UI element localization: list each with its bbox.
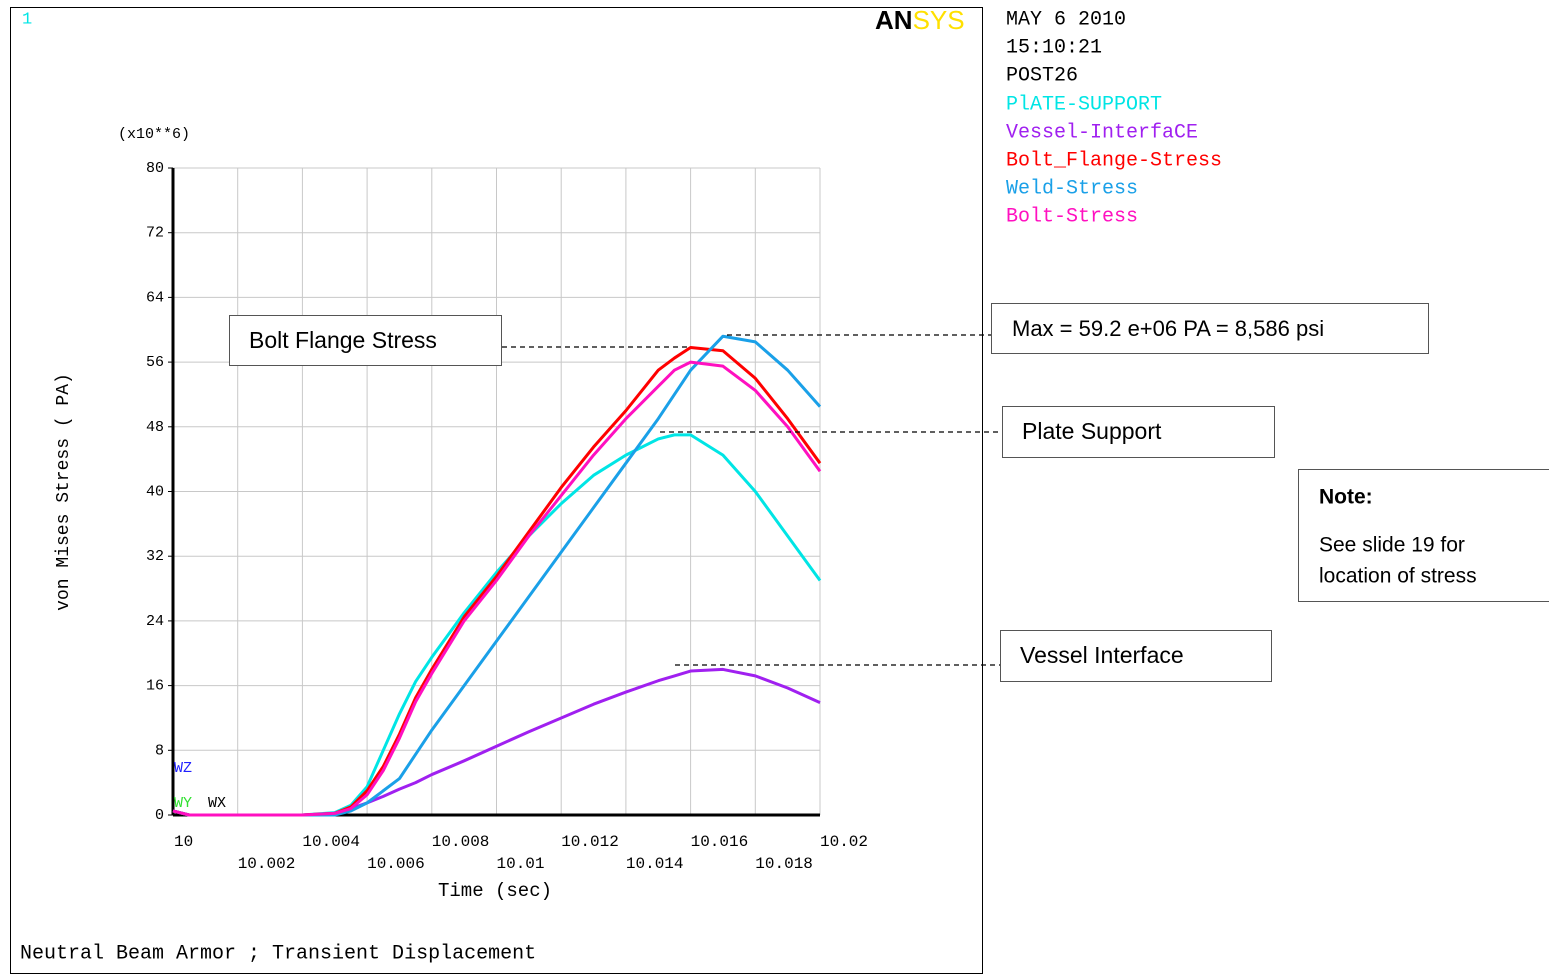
legend-entry: PlATE-SUPPORT: [1006, 93, 1162, 116]
annotation: Vessel Interface: [1020, 642, 1184, 668]
annotation: Bolt Flange Stress: [249, 327, 437, 353]
x-tick-label: 10.016: [691, 833, 749, 851]
y-tick-label: 24: [146, 613, 164, 630]
plot-area: 0 8 16 24 32 40 48 56 64 72 80 10 10.002 10.004 10.006…: [146, 160, 868, 873]
y-tick-label: 0: [155, 807, 164, 824]
legend-entry: Bolt_Flange-Stress: [1006, 149, 1222, 172]
note-line: location of stress: [1319, 565, 1477, 588]
y-tick-label: 64: [146, 289, 164, 306]
legend-entry: Bolt-Stress: [1006, 205, 1138, 228]
y-tick-label: 16: [146, 678, 164, 695]
y-multiplier: (x10**6): [118, 126, 190, 143]
x-tick-label: 10.008: [432, 833, 490, 851]
logo-an: AN: [875, 5, 913, 35]
date-block: MAY 6 2010 15:10:21 POST26: [1006, 8, 1126, 87]
logo: ANSYS: [875, 5, 965, 35]
legend-entry: Vessel-InterfaCE: [1006, 121, 1198, 144]
x-tick-label: 10.002: [238, 855, 296, 873]
x-tick-label: 10.01: [497, 855, 545, 873]
note-box: [1298, 469, 1549, 602]
logo-sys: SYS: [913, 5, 965, 35]
y-axis-label: von Mises Stress ( PA): [54, 373, 74, 611]
x-tick-label: 10.012: [561, 833, 619, 851]
y-tick-label: 32: [146, 548, 164, 565]
legend: PlATE-SUPPORT Vessel-InterfaCE Bolt_Flange…: [1006, 93, 1222, 228]
date-line: POST26: [1006, 64, 1078, 87]
window-number: 1: [22, 10, 32, 29]
triad-label: WZ: [174, 760, 192, 777]
date-line: MAY 6 2010: [1006, 8, 1126, 31]
triad-label: WY: [174, 795, 192, 812]
x-tick-label: 10.004: [302, 833, 360, 851]
date-line: 15:10:21: [1006, 36, 1102, 59]
x-tick-label: 10.02: [820, 833, 868, 851]
annotation-box: [229, 315, 502, 366]
annotation-box: [991, 303, 1429, 354]
y-tick-label: 56: [146, 354, 164, 371]
y-tick-label: 48: [146, 419, 164, 436]
x-tick-label: 10.014: [626, 855, 684, 873]
caption: Neutral Beam Armor ; Transient Displacem…: [20, 942, 536, 965]
x-tick-label: 10.018: [755, 855, 813, 873]
series-line: [172, 360, 822, 817]
annotation: Max = 59.2 e+06 PA = 8,586 psi: [1012, 316, 1324, 341]
annotation-box: [1002, 406, 1275, 458]
annotation: Plate Support: [1022, 418, 1162, 444]
note-line: See slide 19 for: [1319, 534, 1465, 557]
note-title: Note:: [1319, 486, 1373, 509]
y-tick-label: 80: [146, 160, 164, 177]
y-tick-label: 40: [146, 483, 164, 500]
y-tick-label: 72: [146, 225, 164, 242]
annotation-box: [1000, 630, 1272, 682]
y-tick-label: 8: [155, 742, 164, 759]
x-tick-label: 10.006: [367, 855, 425, 873]
x-tick-label: 10: [174, 833, 193, 851]
legend-entry: Weld-Stress: [1006, 177, 1138, 200]
triad-label: WX: [208, 795, 226, 812]
x-axis-label: Time (sec): [438, 880, 552, 902]
